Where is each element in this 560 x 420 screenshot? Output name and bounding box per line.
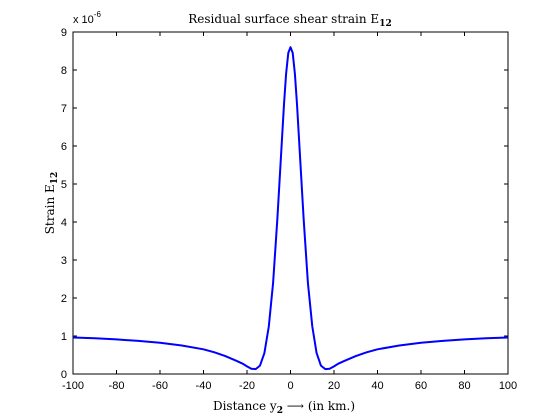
y-tick-label: 0 bbox=[61, 369, 67, 381]
x-tick-label: -60 bbox=[152, 380, 168, 392]
x-tick-label: 0 bbox=[287, 380, 293, 392]
axis-ticks: -100 -80 -60 -40 -20 0 20 40 60 80 100 0 1 2 3 4 5 6 7 8 9 bbox=[61, 27, 517, 392]
x-axis-label-sub: 2 bbox=[277, 406, 283, 416]
y-tick-label: 2 bbox=[61, 293, 67, 305]
y-axis-label-main: Strain E bbox=[43, 184, 57, 234]
y-tick-label: 4 bbox=[61, 217, 67, 229]
series-lines bbox=[72, 46, 509, 371]
y-tick-label: 6 bbox=[61, 141, 67, 153]
x-axis-label-post: ⟶ (in km.) bbox=[283, 399, 355, 413]
x-tick-label: 20 bbox=[328, 380, 340, 392]
plot-area bbox=[72, 31, 509, 375]
x-tick-label: 80 bbox=[458, 380, 470, 392]
chart-title-sub: 12 bbox=[379, 19, 392, 29]
y-multiplier-base: x 10 bbox=[73, 14, 94, 26]
y-tick-label: 8 bbox=[61, 65, 67, 77]
y-tick-label: 1 bbox=[61, 331, 67, 343]
y-tick-label: 3 bbox=[61, 255, 67, 267]
y-tick-label: 7 bbox=[61, 103, 67, 115]
x-tick-label: 40 bbox=[371, 380, 383, 392]
x-tick-label: -80 bbox=[109, 380, 125, 392]
y-tick-label: 5 bbox=[61, 179, 67, 191]
x-axis-label-pre: Distance y bbox=[213, 399, 277, 413]
chart-title-main: Residual surface shear strain E bbox=[188, 12, 379, 26]
series-line bbox=[72, 46, 509, 371]
x-axis-label: Distance y2 ⟶ (in km.) bbox=[213, 399, 355, 416]
y-tick-label: 9 bbox=[61, 27, 67, 39]
chart-title: Residual surface shear strain E12 bbox=[188, 12, 391, 29]
y-axis-label: Strain E12 bbox=[43, 172, 60, 235]
y-axis-label-sub: 12 bbox=[50, 172, 60, 185]
y-multiplier: x 10-6 bbox=[73, 10, 101, 26]
x-tick-label: -40 bbox=[196, 380, 212, 392]
x-tick-label: -100 bbox=[62, 380, 84, 392]
y-multiplier-exp: -6 bbox=[94, 10, 102, 19]
x-tick-label: 60 bbox=[415, 380, 427, 392]
x-tick-label: 100 bbox=[499, 380, 517, 392]
x-tick-label: -20 bbox=[239, 380, 255, 392]
